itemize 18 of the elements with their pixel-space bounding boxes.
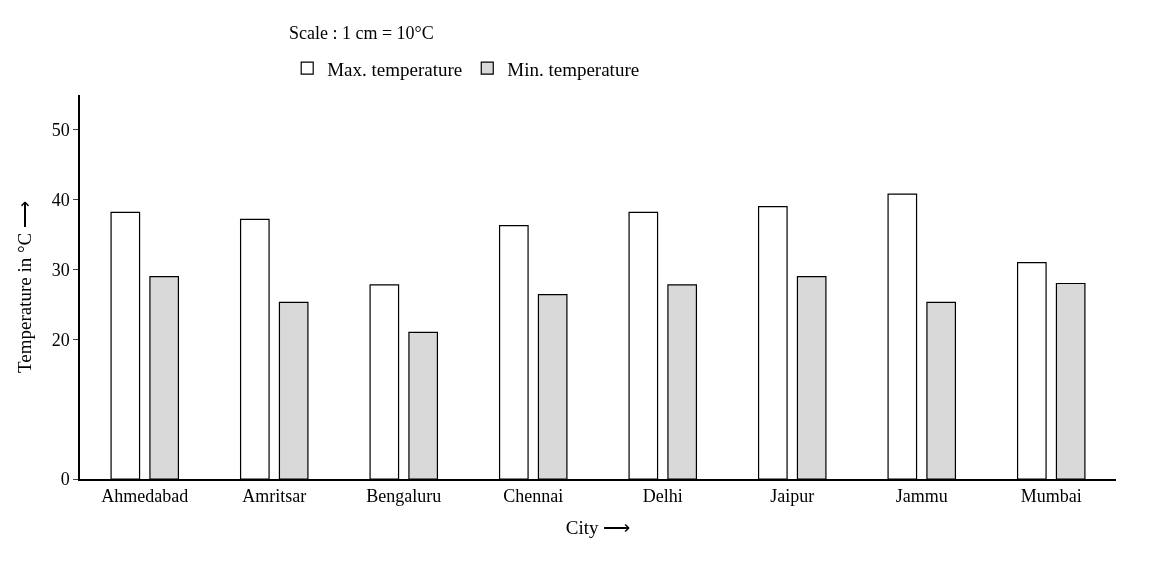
legend-label: Min. temperature xyxy=(507,58,640,80)
y-tick-label: 0 xyxy=(60,469,70,490)
y-tick-label: 20 xyxy=(51,329,70,350)
x-tick-label: Ahmedabad xyxy=(101,486,189,507)
legend-label: Max. temperature xyxy=(327,58,463,80)
x-tick-label: Delhi xyxy=(642,486,683,507)
x-tick-label: Jammu xyxy=(895,486,948,507)
x-tick-label: Mumbai xyxy=(1020,486,1082,507)
text: Scale : 1 cm = 10°C xyxy=(289,23,434,43)
y-axis-title: Temperature in °C ⟶ xyxy=(14,200,35,374)
y-tick-label: 30 xyxy=(51,259,70,280)
x-tick-label: Amritsar xyxy=(242,486,307,507)
x-tick-label: Jaipur xyxy=(770,486,815,507)
y-tick-label: 50 xyxy=(51,120,70,141)
y-tick-label: 40 xyxy=(51,190,70,211)
x-tick-label: Chennai xyxy=(503,486,564,507)
x-axis-title: City ⟶ xyxy=(565,516,631,538)
x-tick-label: Bengaluru xyxy=(366,486,442,507)
